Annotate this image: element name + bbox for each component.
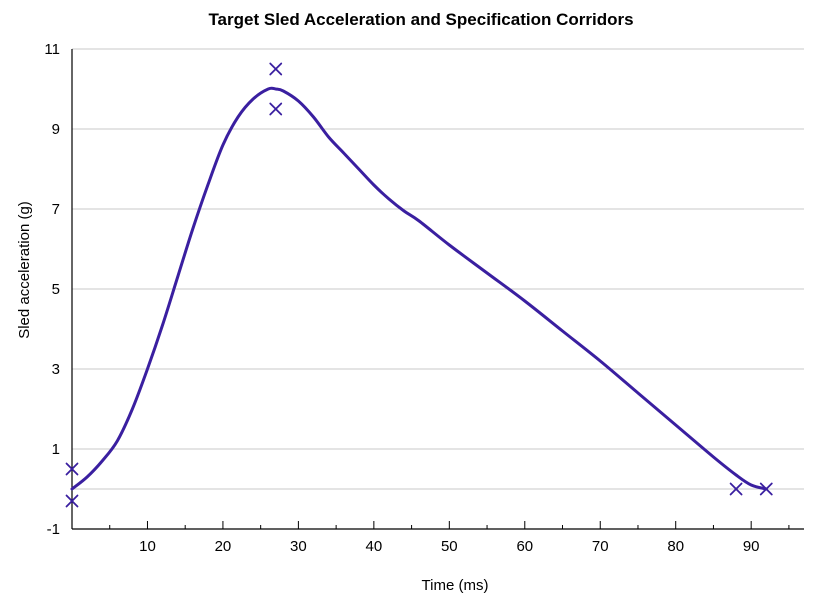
x-tick-label-40: 40 xyxy=(366,538,383,555)
x-tick-label-80: 80 xyxy=(667,538,684,555)
corridor-marker-2 xyxy=(269,62,283,76)
corridor-marker-stroke-b xyxy=(729,482,743,496)
x-axis-ticks: 10 20 30 40 50 60 70 80 90 xyxy=(109,521,790,555)
chart-title: Target Sled Acceleration and Specificati… xyxy=(208,10,633,29)
corridor-marker-4 xyxy=(729,482,743,496)
x-tick-label-50: 50 xyxy=(441,538,458,555)
x-tick-label-20: 20 xyxy=(215,538,232,555)
corridor-marker-1 xyxy=(65,494,79,508)
corridor-marker-stroke-b xyxy=(65,494,79,508)
x-tick-label-90: 90 xyxy=(743,538,760,555)
x-tick-label-70: 70 xyxy=(592,538,609,555)
y-tick-label-9: 9 xyxy=(52,121,60,138)
corridor-marker-stroke-b xyxy=(65,462,79,476)
y-tick-label-3: 3 xyxy=(52,361,60,378)
x-tick-label-60: 60 xyxy=(516,538,533,555)
corridor-marker-stroke-b xyxy=(759,482,773,496)
y-axis-ticks: -1 1 3 5 7 9 11 xyxy=(44,41,60,538)
x-tick-label-10: 10 xyxy=(139,538,156,555)
grid-lines xyxy=(72,48,804,490)
series-layer xyxy=(70,86,768,491)
y-tick-label-1: 1 xyxy=(52,441,60,458)
x-tick-label-30: 30 xyxy=(290,538,307,555)
axes xyxy=(71,49,804,530)
y-tick-label-11: 11 xyxy=(44,41,60,58)
y-axis-label: Sled acceleration (g) xyxy=(16,201,33,339)
corridor-marker-3 xyxy=(269,102,283,116)
corridor-marker-5 xyxy=(759,482,773,496)
x-axis-label: Time (ms) xyxy=(422,577,489,594)
corridor-marker-stroke-b xyxy=(269,62,283,76)
corridor-marker-stroke-b xyxy=(269,102,283,116)
y-tick-label-7: 7 xyxy=(52,201,60,218)
corridor-marker-0 xyxy=(65,462,79,476)
series-line-0 xyxy=(70,86,768,491)
corridor-markers xyxy=(65,62,773,508)
y-tick-label-5: 5 xyxy=(52,281,60,298)
y-tick-label--1: -1 xyxy=(47,521,60,538)
